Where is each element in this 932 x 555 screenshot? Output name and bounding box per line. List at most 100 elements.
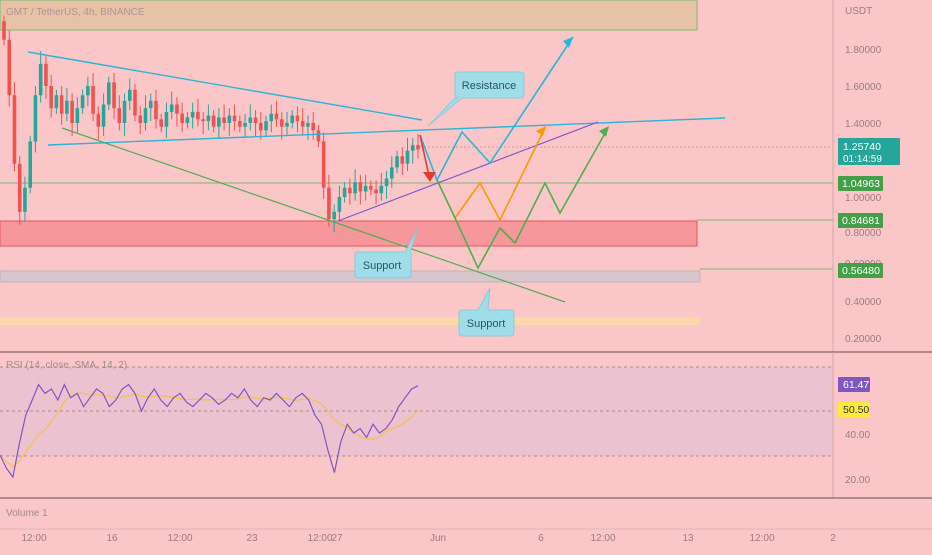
- time-tick-label: 12:00: [590, 533, 615, 544]
- descending-resistance-trendline: [27, 51, 423, 121]
- candle-body: [2, 21, 6, 40]
- candle-body: [290, 115, 295, 123]
- candle-body: [248, 117, 253, 123]
- price-tick-label: 0.80000: [845, 228, 882, 239]
- rsi-tick-20: 20.00: [845, 475, 870, 486]
- candle-body: [59, 95, 64, 114]
- candle-body: [12, 95, 17, 164]
- candle-body: [342, 187, 347, 197]
- candle-body: [107, 82, 111, 105]
- candle-body: [190, 111, 195, 118]
- last-price-value: 1.25740: [843, 141, 881, 153]
- resistance-callout-shape: [427, 71, 525, 127]
- rsi-value: 61.47: [843, 379, 869, 391]
- candle-body: [379, 185, 384, 194]
- candle-body: [65, 100, 69, 114]
- descending-support-trendline: [61, 127, 566, 303]
- candle-body: [196, 111, 200, 120]
- candle-body: [295, 115, 300, 122]
- candle-body: [348, 187, 352, 194]
- candle-body: [112, 82, 116, 109]
- candle-body: [353, 182, 357, 194]
- rsi-legend[interactable]: RSI (14, close, SMA, 14, 2): [6, 360, 127, 371]
- candle-body: [206, 115, 211, 122]
- level-badge-1: 1.04963: [838, 176, 883, 191]
- rsi-ma-badge: 50.50: [838, 402, 870, 417]
- candle-body: [164, 111, 169, 127]
- projection-path-blue: [419, 36, 574, 182]
- level-badge-3-bg: [838, 263, 883, 278]
- time-tick-label: 6: [538, 533, 544, 544]
- candle-body: [269, 113, 274, 122]
- candle-body: [410, 145, 415, 151]
- candle-body: [180, 113, 184, 123]
- level-badge-3: 0.56480: [838, 263, 883, 278]
- candle-body: [154, 100, 158, 120]
- rsi-value-badge: 61.47: [838, 377, 870, 392]
- support-callout-1-shape: [354, 227, 419, 279]
- candle-body: [222, 117, 226, 123]
- symbol-legend[interactable]: GMT / TetherUS, 4h, BINANCE: [6, 7, 145, 18]
- resistance-zone: [0, 0, 698, 31]
- support-callout-2-shape: [458, 287, 515, 337]
- candle-body: [96, 113, 101, 127]
- candle-body: [133, 89, 137, 116]
- candle-body: [279, 119, 284, 127]
- resistance-callout[interactable]: Resistance: [427, 71, 525, 127]
- candle-body: [17, 163, 22, 212]
- candle-body: [300, 121, 305, 127]
- candle-body: [405, 150, 410, 164]
- price-tick-label: 1.40000: [845, 119, 882, 130]
- price-tick-label: 1.60000: [845, 82, 882, 93]
- candle-body: [332, 211, 336, 220]
- candle-body: [227, 115, 232, 123]
- last-price-badge: 1.25740 01:14:59: [838, 138, 900, 165]
- candle-body: [91, 86, 95, 114]
- volume-legend[interactable]: Volume 1: [6, 508, 48, 519]
- candle-body: [169, 104, 174, 112]
- candle-body: [258, 123, 263, 131]
- candle-body: [238, 121, 242, 127]
- rsi-ma-value: 50.50: [843, 404, 869, 416]
- candle-body: [374, 189, 378, 194]
- candle-body: [54, 95, 59, 109]
- candle-body: [264, 121, 268, 131]
- support-zone: [0, 220, 698, 247]
- candle-countdown: 01:14:59: [843, 154, 882, 165]
- price-tick-label: 0.20000: [845, 334, 882, 345]
- time-tick-label: 23: [246, 533, 258, 544]
- candle-body: [127, 89, 132, 101]
- candle-body: [337, 197, 342, 212]
- candle-body: [327, 187, 331, 220]
- candle-body: [395, 156, 399, 168]
- candle-body: [285, 123, 289, 127]
- support-zone-3: [0, 317, 700, 325]
- candle-body: [122, 100, 127, 123]
- candle-body: [138, 115, 143, 123]
- candle-body: [253, 117, 258, 123]
- candle-body: [101, 104, 106, 127]
- level-badge-1-value: 1.04963: [842, 178, 880, 190]
- time-tick-label: 12:00: [167, 533, 192, 544]
- time-tick-label: 12:00: [21, 533, 46, 544]
- support-zone-2: [0, 270, 701, 283]
- candle-body: [316, 130, 321, 142]
- support-callout-2[interactable]: Support: [458, 287, 515, 337]
- rsi-line: [0, 383, 419, 479]
- candle-body: [274, 113, 279, 120]
- support-callout-1[interactable]: Support: [354, 227, 419, 279]
- candle-body: [243, 123, 247, 127]
- candle-body: [232, 115, 237, 122]
- candle-body: [363, 185, 368, 192]
- candle-body: [75, 108, 80, 123]
- ascending-support-trendline: [337, 121, 599, 222]
- candlestick-series: [2, 15, 420, 233]
- candle-body: [159, 119, 164, 127]
- candle-body: [211, 115, 216, 127]
- level-badge-2-value: 0.84681: [842, 215, 880, 227]
- candle-body: [23, 187, 27, 212]
- candle-body: [148, 100, 153, 109]
- candle-body: [38, 63, 43, 96]
